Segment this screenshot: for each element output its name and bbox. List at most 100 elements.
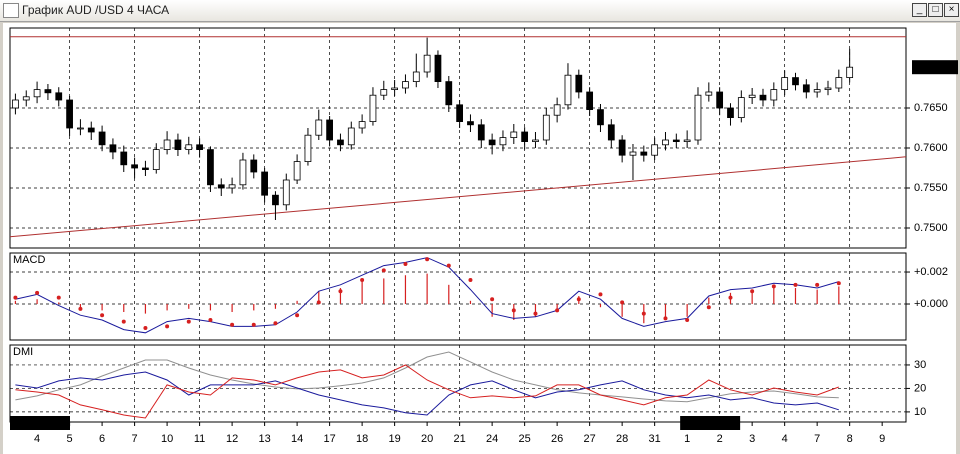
candle-body [272, 194, 279, 206]
x-tick-label: 3 [749, 433, 755, 445]
candle-body [412, 71, 420, 82]
signal-dot [143, 326, 148, 331]
x-tick-label: 7 [132, 433, 138, 445]
signal-dot [793, 282, 798, 287]
window-title: График AUD /USD 4 ЧАСА [22, 3, 170, 17]
candle-body [824, 87, 832, 90]
signal-dot [555, 308, 560, 313]
candle-body [98, 131, 106, 146]
x-tick-label: 21 [454, 433, 466, 445]
candle-body [813, 89, 821, 93]
candle-body [618, 139, 626, 156]
minimize-button[interactable]: _ [912, 3, 927, 17]
candle-body [402, 81, 409, 89]
x-tick-label: 18 [356, 433, 368, 445]
signal-dot [381, 268, 386, 273]
x-tick-label: 14 [291, 433, 303, 445]
signal-dot [100, 313, 105, 318]
candle-body [261, 171, 268, 196]
candle-body [337, 139, 344, 146]
candle-body [759, 94, 767, 101]
candle-body [163, 139, 171, 150]
x-tick-label: 27 [584, 433, 596, 445]
candle-body [542, 114, 550, 141]
signal-dot [728, 295, 733, 300]
candle-body [662, 139, 669, 146]
candle-body [152, 149, 160, 171]
signal-dot [208, 318, 213, 323]
current-price-label: 0.7701 [915, 61, 949, 73]
candle-body [326, 119, 333, 141]
x-tick-label: 9 [879, 433, 885, 445]
candle-body [467, 121, 474, 126]
candle-body [575, 74, 583, 93]
candle-body [391, 87, 398, 90]
x-tick-label: 10 [161, 433, 173, 445]
candle-body [651, 144, 659, 156]
candle-body [77, 127, 84, 130]
x-tick-label: 26 [551, 433, 563, 445]
candle-body [109, 144, 117, 153]
signal-dot [750, 289, 755, 294]
signal-dot [316, 300, 321, 305]
x-tick-label: 8 [847, 433, 853, 445]
signal-dot [576, 297, 581, 302]
signal-dot [251, 322, 256, 327]
y-tick-label: +0.002 [914, 266, 948, 278]
candle-body [423, 54, 431, 73]
candle-body [55, 92, 63, 101]
candle-body [564, 74, 572, 106]
signal-dot [56, 295, 61, 300]
x-tick-label: 6 [99, 433, 105, 445]
x-tick-label: 19 [388, 433, 400, 445]
candle-body [239, 159, 247, 186]
x-tick-label: 25 [519, 433, 531, 445]
signal-dot [230, 322, 235, 327]
candle-body [380, 89, 388, 96]
candle-body [347, 127, 355, 146]
signal-dot [511, 308, 516, 313]
x-tick-label: 13 [258, 433, 270, 445]
candle-body [445, 81, 453, 106]
x-tick-label: 4 [782, 433, 788, 445]
candle-body [22, 96, 30, 101]
signal-dot [186, 319, 191, 324]
y-tick-label: 0.7650 [914, 102, 948, 114]
candle-body [781, 77, 789, 90]
candle-body [597, 109, 604, 126]
x-tick-label: 5 [67, 433, 73, 445]
signal-dot [35, 290, 40, 295]
candle-body [315, 119, 323, 136]
y-tick-label: 30 [914, 359, 926, 371]
y-tick-label: 0.7600 [914, 142, 948, 154]
candle-body [694, 94, 702, 141]
signal-dot [338, 289, 343, 294]
y-tick-label: 0.7550 [914, 182, 948, 194]
candle-body [131, 164, 138, 169]
candle-body [217, 184, 225, 189]
signal-dot [836, 281, 841, 286]
signal-dot [273, 321, 278, 326]
candle-body [629, 151, 637, 156]
signal-dot [706, 305, 711, 310]
maximize-button[interactable]: □ [928, 3, 943, 17]
x-tick-label: 17 [323, 433, 335, 445]
signal-dot [425, 257, 430, 262]
signal-dot [620, 300, 625, 305]
candle-body [488, 139, 496, 146]
candle-body [185, 144, 193, 151]
candle-body [44, 89, 52, 94]
chart: 0.7500 0.7550 0.7600 0.7650 0.7701 MACD +0.000… [3, 23, 958, 454]
month-label: Окт 2016 [14, 417, 60, 429]
candle-body [207, 149, 214, 186]
candle-body [586, 91, 594, 111]
close-button[interactable]: × [944, 3, 959, 17]
candle-body [12, 99, 19, 109]
candle-body [282, 179, 290, 206]
candle-body [835, 77, 843, 89]
x-tick-label: 24 [486, 433, 498, 445]
candle-body [250, 159, 258, 173]
signal-dot [490, 297, 495, 302]
candle-body [120, 151, 128, 166]
current-price-box [912, 60, 958, 75]
